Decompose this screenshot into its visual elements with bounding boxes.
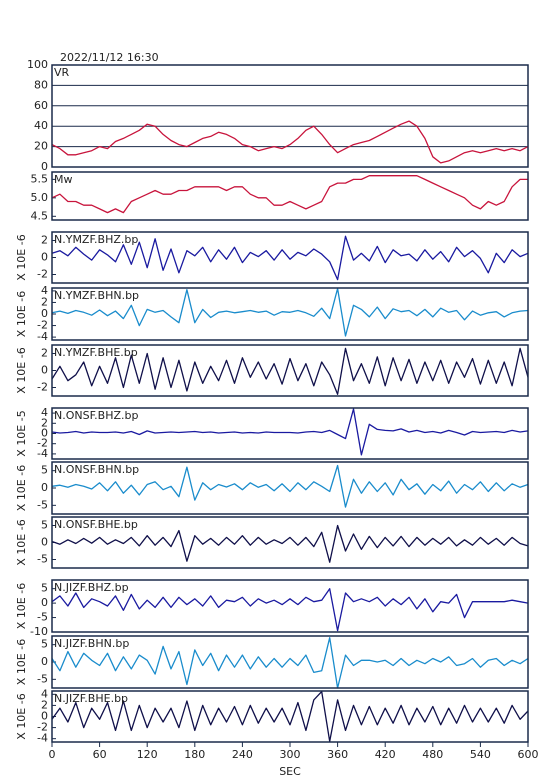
y-tick-label: 5 (41, 519, 48, 532)
y-tick-label: -2 (37, 721, 48, 734)
panel-label: N.JIZF.BHZ.bp (54, 581, 129, 594)
panel-frame (51, 171, 529, 221)
trace (51, 175, 528, 214)
y-tick-label: 5 (41, 464, 48, 477)
y-tick-label: 0 (41, 307, 48, 320)
y-tick-label: 0 (41, 536, 48, 549)
y-tick-label: -5 (37, 672, 48, 685)
y-tick-label: 0 (41, 427, 48, 440)
y-tick-label: 4.5 (31, 209, 49, 222)
y-tick-label: 0 (41, 596, 48, 609)
y-tick-label: -2 (37, 437, 48, 450)
panel-label: Mw (54, 173, 73, 186)
y-tick-label: 40 (34, 119, 48, 132)
panel-frame (51, 344, 529, 397)
y-tick-label: -2 (37, 319, 48, 332)
x-tick-label: 60 (93, 748, 107, 761)
y-tick-label: 80 (34, 78, 48, 91)
y-tick-label: 0 (41, 251, 48, 264)
y-tick-label: 2 (41, 698, 48, 711)
unit-label: X 10E -5 (15, 410, 28, 456)
trace (51, 464, 529, 508)
unit-label: X 10E -6 (15, 639, 28, 685)
panel-frame (51, 64, 529, 168)
y-tick-label: 2 (41, 416, 48, 429)
y-tick-label: 4 (41, 687, 48, 700)
panel-label: N.JIZF.BHE.bp (54, 692, 128, 705)
y-tick-label: 0 (41, 160, 48, 173)
y-tick-label: 0 (41, 710, 48, 723)
unit-label: X 10E -6 (15, 693, 28, 739)
y-tick-label: 0 (41, 481, 48, 494)
x-tick-label: 300 (280, 748, 301, 761)
trace (51, 120, 529, 164)
y-tick-label: 4 (41, 406, 48, 419)
unit-label: X 10E -6 (15, 465, 28, 511)
y-tick-label: 20 (34, 140, 48, 153)
chart-title: 2022/11/12 16:30 (60, 51, 159, 64)
panel-frame (51, 516, 529, 569)
unit-label: X 10E -6 (15, 291, 28, 337)
y-tick-label: 4 (41, 284, 48, 297)
y-tick-label: 5.5 (31, 172, 49, 185)
y-tick-label: 60 (34, 99, 48, 112)
y-tick-label: 0 (41, 364, 48, 377)
y-tick-label: 2 (41, 347, 48, 360)
x-tick-label: 360 (327, 748, 348, 761)
trace (51, 287, 529, 337)
panel-label: N.ONSF.BHZ.bp (54, 409, 138, 422)
y-tick-label: -10 (30, 625, 48, 638)
trace (51, 637, 529, 689)
y-tick-label: -4 (37, 732, 48, 745)
x-tick-label: 480 (422, 748, 443, 761)
panel-frame (51, 231, 529, 284)
panel-label: N.YMZF.BHE.bp (54, 346, 138, 359)
unit-label: X 10E -6 (15, 583, 28, 629)
y-tick-label: -5 (37, 553, 48, 566)
y-tick-label: 100 (27, 58, 48, 71)
y-tick-label: 0 (41, 655, 48, 668)
x-tick-label: 600 (518, 748, 539, 761)
panel-frame (51, 287, 529, 341)
panel-label: N.ONSF.BHN.bp (54, 463, 139, 476)
unit-label: X 10E -6 (15, 347, 28, 393)
unit-label: X 10E -6 (15, 519, 28, 565)
y-tick-label: -2 (37, 381, 48, 394)
panel-label: N.JIZF.BHN.bp (54, 637, 129, 650)
panel-frame (51, 407, 529, 460)
y-tick-label: -4 (37, 447, 48, 460)
trace (51, 588, 529, 632)
y-tick-label: 5.0 (31, 191, 49, 204)
panel-label: VR (54, 66, 70, 79)
y-tick-label: -5 (37, 611, 48, 624)
y-tick-label: -4 (37, 330, 48, 343)
x-tick-label: 540 (470, 748, 491, 761)
x-tick-label: 420 (375, 748, 396, 761)
y-tick-label: -5 (37, 498, 48, 511)
y-tick-label: -2 (37, 268, 48, 281)
y-tick-label: 5 (41, 582, 48, 595)
x-tick-label: 120 (137, 748, 158, 761)
panel-frame (51, 461, 529, 515)
panel-label: N.YMZF.BHN.bp (54, 289, 139, 302)
panel-frame (51, 635, 529, 689)
unit-label: X 10E -6 (15, 234, 28, 280)
y-tick-label: 2 (41, 295, 48, 308)
x-tick-label: 240 (232, 748, 253, 761)
panel-frame (51, 579, 529, 633)
panel-label: N.YMZF.BHZ.bp (54, 233, 138, 246)
trace (51, 408, 529, 456)
x-tick-label: 0 (49, 748, 56, 761)
trace (51, 347, 529, 395)
panel-label: N.ONSF.BHE.bp (54, 518, 138, 531)
trace (51, 524, 529, 563)
trace (51, 690, 529, 743)
x-tick-label: 180 (184, 748, 205, 761)
y-tick-label: 2 (41, 234, 48, 247)
trace (51, 235, 529, 281)
y-tick-label: 5 (41, 638, 48, 651)
x-axis-label: SEC (279, 765, 301, 778)
